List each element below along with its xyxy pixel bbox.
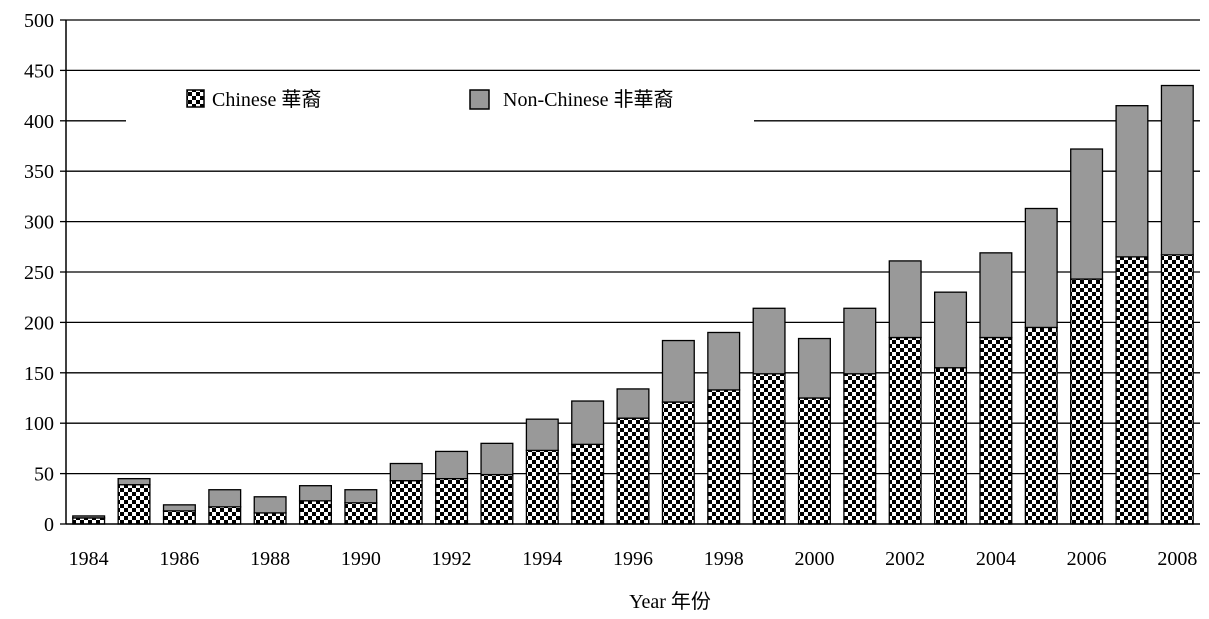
bar-non-chinese-1988 <box>253 496 287 514</box>
bar-non-chinese-1997 <box>661 339 695 403</box>
bar-non-chinese-1995 <box>571 400 605 446</box>
x-axis-ticks: 1984 1986 1988 1990 1992 1994 1996 1998 2000 2002… <box>69 548 1198 570</box>
x-tick-label-2002: 2002 <box>885 548 925 570</box>
bar-chinese-2002 <box>888 336 922 525</box>
x-axis-title: Year 年份 <box>629 590 711 613</box>
bar-chinese-2001 <box>843 373 877 525</box>
legend-swatch-chinese <box>186 89 205 108</box>
bar-non-chinese-2000 <box>797 337 831 399</box>
y-tick-label-500: 500 <box>24 10 54 32</box>
legend-swatch-non-chinese <box>469 89 490 110</box>
bar-non-chinese-2003 <box>933 291 968 369</box>
bar-non-chinese-2005 <box>1024 207 1058 329</box>
y-tick-label-100: 100 <box>24 413 54 435</box>
bar-chinese-2007 <box>1115 256 1149 525</box>
bar-chinese-1988 <box>253 512 287 525</box>
legend-background <box>126 75 754 135</box>
bar-non-chinese-1986 <box>162 504 196 512</box>
bar-chinese-1986 <box>162 510 196 525</box>
y-axis-ticks: 0 50 100 150 200 250 300 350 400 450 500 <box>24 10 66 536</box>
y-tick-label-400: 400 <box>24 111 54 133</box>
x-tick-label-2004: 2004 <box>976 548 1016 570</box>
bar-non-chinese-2001 <box>843 307 877 375</box>
x-tick-label-2000: 2000 <box>794 548 834 570</box>
bar-non-chinese-1987 <box>208 489 242 508</box>
x-tick-label-1984: 1984 <box>69 548 109 570</box>
bar-chinese-1985 <box>117 484 151 525</box>
bar-non-chinese-2006 <box>1070 148 1104 280</box>
x-tick-label-1994: 1994 <box>522 548 562 570</box>
bar-non-chinese-2002 <box>888 260 922 339</box>
y-tick-label-150: 150 <box>24 363 54 385</box>
bar-non-chinese-2007 <box>1115 105 1149 258</box>
bar-non-chinese-1999 <box>752 307 786 375</box>
x-tick-label-2008: 2008 <box>1157 548 1197 570</box>
bar-chinese-1995 <box>571 443 605 525</box>
x-tick-label-2006: 2006 <box>1067 548 1107 570</box>
gridlines <box>66 19 1200 475</box>
bar-chinese-2008 <box>1160 254 1194 525</box>
legend-label-chinese: Chinese 華裔 <box>212 88 321 111</box>
bar-chinese-1998 <box>707 389 741 525</box>
bar-chinese-1992 <box>435 477 469 525</box>
bar-chinese-1996 <box>616 417 650 525</box>
x-tick-label-1996: 1996 <box>613 548 653 570</box>
y-tick-label-450: 450 <box>24 60 54 82</box>
bar-chinese-1989 <box>298 500 333 525</box>
legend: Chinese 華裔 Non-Chinese 非華裔 <box>126 75 754 135</box>
bar-chinese-1994 <box>525 449 559 525</box>
bar-non-chinese-1993 <box>480 442 514 476</box>
bar-chinese-1991 <box>389 480 423 525</box>
bar-chinese-1997 <box>661 401 695 525</box>
x-tick-label-1986: 1986 <box>159 548 199 570</box>
bar-chinese-1990 <box>344 502 378 525</box>
bars <box>72 84 1194 525</box>
y-tick-label-200: 200 <box>24 312 54 334</box>
x-tick-label-1992: 1992 <box>432 548 472 570</box>
bar-chinese-1984 <box>72 517 106 525</box>
y-tick-label-0: 0 <box>44 514 54 536</box>
y-tick-label-50: 50 <box>34 464 54 486</box>
y-tick-label-250: 250 <box>24 262 54 284</box>
bar-chinese-1999 <box>752 373 786 525</box>
bar-chinese-2000 <box>797 397 831 525</box>
bar-non-chinese-1990 <box>344 489 378 504</box>
bar-non-chinese-1994 <box>525 418 559 452</box>
y-tick-label-350: 350 <box>24 161 54 183</box>
bar-non-chinese-1996 <box>616 388 650 419</box>
bar-non-chinese-2008 <box>1160 84 1194 256</box>
bar-chinese-2006 <box>1070 278 1104 525</box>
bar-non-chinese-2004 <box>979 252 1013 339</box>
x-tick-label-1988: 1988 <box>250 548 290 570</box>
bar-non-chinese-1991 <box>389 462 423 482</box>
bar-non-chinese-1989 <box>298 485 333 502</box>
y-tick-label-300: 300 <box>24 212 54 234</box>
bar-non-chinese-1984 <box>72 515 106 519</box>
x-tick-label-1990: 1990 <box>341 548 381 570</box>
bar-non-chinese-1992 <box>435 450 469 480</box>
bar-chinese-2004 <box>979 336 1013 525</box>
legend-label-non-chinese: Non-Chinese 非華裔 <box>503 88 674 111</box>
bar-non-chinese-1985 <box>117 477 151 486</box>
bar-chinese-2003 <box>933 367 968 525</box>
bar-chinese-2005 <box>1024 326 1058 525</box>
bar-chinese-1993 <box>480 473 514 525</box>
x-tick-label-1998: 1998 <box>704 548 744 570</box>
bar-chinese-1987 <box>208 506 242 525</box>
bar-non-chinese-1998 <box>707 331 741 391</box>
